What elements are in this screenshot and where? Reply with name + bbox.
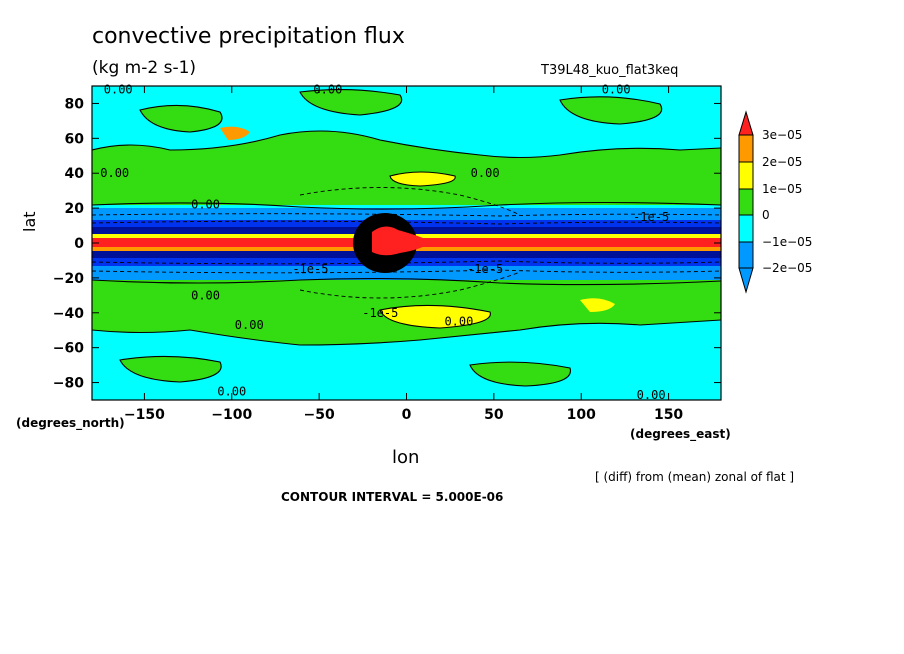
contour-label: 0.00 (602, 82, 631, 96)
colorbar-label: 0 (762, 208, 770, 222)
x-tick-label: −100 (211, 407, 252, 423)
x-tick-label: −50 (304, 407, 335, 423)
contour-label: -1e-5 (633, 210, 669, 224)
contour-line (469, 361, 571, 387)
colorbar-label: −1e−05 (762, 235, 812, 249)
colorbar-label: 1e−05 (762, 182, 802, 196)
green-band-north (92, 131, 721, 205)
contour-line-dashed (299, 187, 521, 216)
run-name: T39L48_kuo_flat3keq (541, 63, 679, 78)
diff-note: [ (diff) from (mean) zonal of flat ] (595, 470, 795, 484)
contour-label: 0.00 (471, 166, 500, 180)
central-red-blob (372, 226, 432, 256)
colorbar-label: 2e−05 (762, 155, 802, 169)
contour-line (92, 319, 721, 346)
contour-label: 0.00 (235, 318, 264, 332)
x-tick-label: 50 (484, 407, 504, 423)
contour-line (119, 355, 222, 383)
colorbar-yellow (738, 161, 754, 190)
green-patch-north-1 (140, 105, 222, 132)
contour-line (92, 130, 721, 159)
colorbar-top-arrow (738, 110, 754, 136)
orange-patch-north (220, 126, 250, 140)
yellow-patch-south (380, 305, 491, 328)
y-tick-label: −20 (53, 271, 84, 287)
contour-interval: CONTOUR INTERVAL = 5.000E-06 (281, 490, 504, 504)
y-tick-label: −40 (53, 306, 84, 322)
colorbar-cyan (738, 214, 754, 243)
y-tick-label: 80 (65, 96, 85, 112)
contour-line (92, 201, 721, 210)
contour-line-dashed (299, 271, 521, 299)
colorbar-green (738, 188, 754, 216)
contour-label: 0.00 (191, 288, 220, 302)
blue-band-south-outer (92, 266, 721, 280)
contour-line (559, 96, 663, 125)
colorbar-label: 3e−05 (762, 128, 802, 142)
y-tick-label: 0 (74, 236, 84, 252)
y-tick-label: 60 (65, 131, 85, 147)
contour-lines (92, 89, 721, 387)
blue-band-north-outer (92, 208, 721, 222)
x-tick-label: 0 (402, 407, 412, 423)
colorbar-label: −2e−05 (762, 261, 812, 275)
contour-label: 0.00 (444, 315, 473, 329)
colorbar-orange (738, 134, 754, 163)
yellow-patch-north (390, 172, 456, 186)
contour-labels: 0.00 0.00 0.00 0.00 0.00 0.00 -1e-5 -1e-5 -1e-5 0… (100, 82, 669, 401)
contour-label: -1e-5 (362, 306, 398, 320)
contour-label: 0.00 (100, 166, 129, 180)
contour-label: 0.00 (191, 198, 220, 212)
green-patch-south-2 (470, 362, 571, 386)
y-tick-label: −80 (53, 376, 84, 392)
x-tick-label: 150 (654, 407, 683, 423)
contour-line (139, 104, 223, 133)
y-tick-label: 40 (65, 166, 85, 182)
contour-label: 0.00 (313, 82, 342, 96)
units-label: (kg m-2 s-1) (92, 58, 197, 78)
dashed-contours (92, 187, 721, 299)
x-tick-label: −150 (124, 407, 165, 423)
contour-label: -1e-5 (292, 262, 328, 276)
contour-line (92, 278, 721, 286)
contour-line (389, 171, 456, 187)
contour-label: 0.00 (217, 384, 246, 398)
chart-title: convective precipitation flux (92, 24, 405, 49)
y-tick-label: 20 (65, 201, 85, 217)
colorbar-lightblue (738, 241, 754, 269)
colorbar-bottom-arrow (738, 267, 754, 294)
contour-label: 0.00 (637, 388, 666, 402)
green-patch-north-3 (560, 96, 662, 124)
contour-line (299, 89, 403, 116)
axes: −150 −100 −50 0 50 100 150 80 60 40 20 0 −20 −40 −60 −8… (53, 86, 721, 423)
colorbar: 3e−05 2e−05 1e−05 0 −1e−05 −2e−05 (738, 110, 812, 294)
x-axis-units: (degrees_east) (630, 427, 731, 441)
field-layer (92, 86, 721, 400)
x-tick-label: 100 (567, 407, 596, 423)
yellow-patch-south-2 (580, 298, 615, 312)
green-patch-south-1 (120, 356, 222, 382)
y-tick-label: −60 (53, 341, 84, 357)
contour-line (379, 304, 491, 329)
y-axis-units: (degrees_north) (16, 416, 125, 430)
x-axis-label: lon (392, 447, 420, 468)
contour-label: 0.00 (104, 82, 133, 96)
contour-label: -1e-5 (467, 262, 503, 276)
green-patch-north-2 (300, 89, 402, 115)
